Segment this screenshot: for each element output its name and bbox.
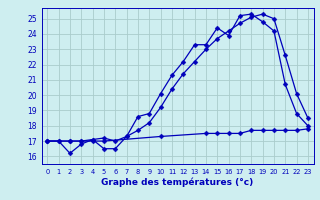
X-axis label: Graphe des températures (°c): Graphe des températures (°c)	[101, 178, 254, 187]
